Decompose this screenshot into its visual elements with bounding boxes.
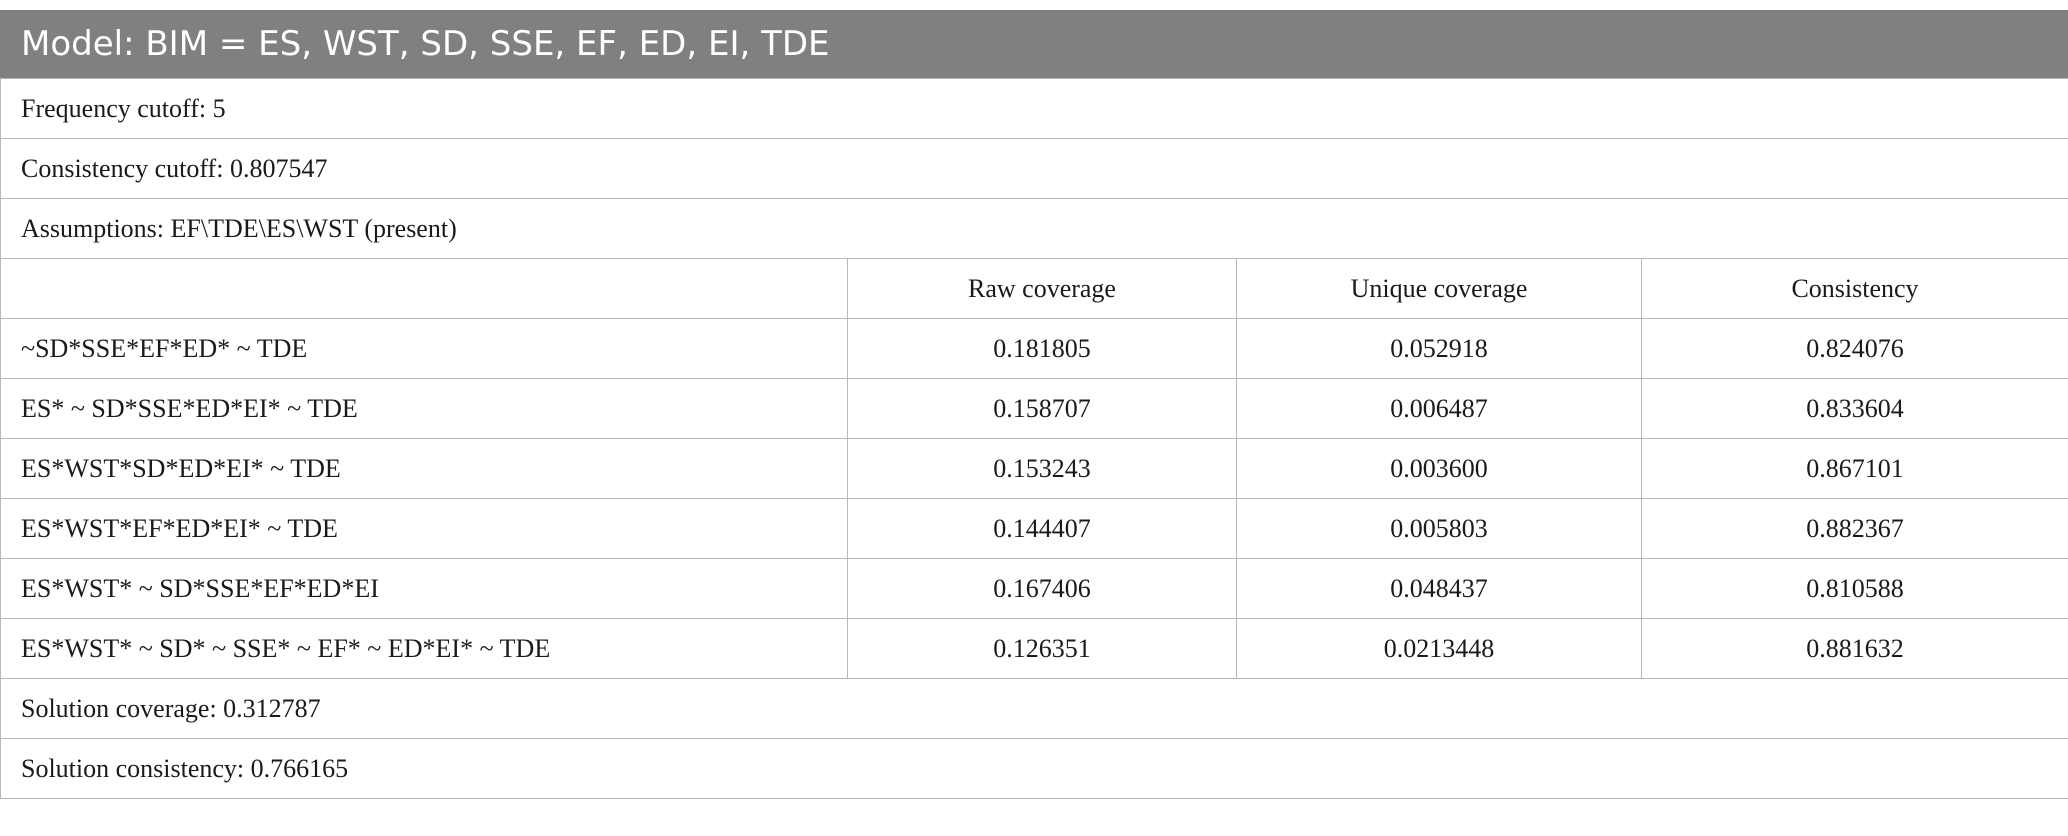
configuration-cell: ES*WST* ~ SD*SSE*EF*ED*EI	[0, 558, 848, 619]
solution-coverage-text: Solution coverage: 0.312787	[0, 678, 2068, 739]
table-row: ES*WST* ~ SD* ~ SSE* ~ EF* ~ ED*EI* ~ TD…	[0, 618, 2068, 679]
unique-coverage-cell: 0.005803	[1236, 498, 1642, 559]
table-row: ES* ~ SD*SSE*ED*EI* ~ TDE 0.158707 0.006…	[0, 378, 2068, 439]
frequency-cutoff-text: Frequency cutoff: 5	[0, 78, 2068, 139]
raw-coverage-cell: 0.167406	[847, 558, 1237, 619]
table-row: ES*WST*SD*ED*EI* ~ TDE 0.153243 0.003600…	[0, 438, 2068, 499]
raw-coverage-cell: 0.181805	[847, 318, 1237, 379]
results-table: Frequency cutoff: 5 Consistency cutoff: …	[0, 78, 2068, 799]
info-row-frequency-cutoff: Frequency cutoff: 5	[0, 78, 2068, 139]
column-header-unique-coverage: Unique coverage	[1236, 258, 1642, 319]
results-table-container: Model: BIM = ES, WST, SD, SSE, EF, ED, E…	[0, 10, 2068, 799]
unique-coverage-cell: 0.003600	[1236, 438, 1642, 499]
info-row-consistency-cutoff: Consistency cutoff: 0.807547	[0, 138, 2068, 199]
unique-coverage-cell: 0.048437	[1236, 558, 1642, 619]
column-header-row: Raw coverage Unique coverage Consistency	[0, 258, 2068, 319]
solution-consistency-text: Solution consistency: 0.766165	[0, 738, 2068, 799]
configuration-cell: ES*WST* ~ SD* ~ SSE* ~ EF* ~ ED*EI* ~ TD…	[0, 618, 848, 679]
unique-coverage-cell: 0.0213448	[1236, 618, 1642, 679]
raw-coverage-cell: 0.158707	[847, 378, 1237, 439]
footer-row-solution-coverage: Solution coverage: 0.312787	[0, 678, 2068, 739]
footer-row-solution-consistency: Solution consistency: 0.766165	[0, 738, 2068, 799]
consistency-cell: 0.833604	[1640, 378, 2068, 439]
raw-coverage-cell: 0.126351	[847, 618, 1237, 679]
configuration-cell: ~SD*SSE*EF*ED* ~ TDE	[0, 318, 848, 379]
column-header-consistency: Consistency	[1640, 258, 2068, 319]
table-row: ES*WST*EF*ED*EI* ~ TDE 0.144407 0.005803…	[0, 498, 2068, 559]
consistency-cell: 0.824076	[1640, 318, 2068, 379]
assumptions-text: Assumptions: EF\TDE\ES\WST (present)	[0, 198, 2068, 259]
info-row-assumptions: Assumptions: EF\TDE\ES\WST (present)	[0, 198, 2068, 259]
configuration-cell: ES* ~ SD*SSE*ED*EI* ~ TDE	[0, 378, 848, 439]
configuration-cell: ES*WST*EF*ED*EI* ~ TDE	[0, 498, 848, 559]
raw-coverage-cell: 0.153243	[847, 438, 1237, 499]
unique-coverage-cell: 0.052918	[1236, 318, 1642, 379]
consistency-cutoff-text: Consistency cutoff: 0.807547	[0, 138, 2068, 199]
consistency-cell: 0.810588	[1640, 558, 2068, 619]
column-header-configuration	[0, 258, 848, 319]
consistency-cell: 0.867101	[1640, 438, 2068, 499]
unique-coverage-cell: 0.006487	[1236, 378, 1642, 439]
table-row: ~SD*SSE*EF*ED* ~ TDE 0.181805 0.052918 0…	[0, 318, 2068, 379]
column-header-raw-coverage: Raw coverage	[847, 258, 1237, 319]
consistency-cell: 0.881632	[1640, 618, 2068, 679]
raw-coverage-cell: 0.144407	[847, 498, 1237, 559]
configuration-cell: ES*WST*SD*ED*EI* ~ TDE	[0, 438, 848, 499]
consistency-cell: 0.882367	[1640, 498, 2068, 559]
table-row: ES*WST* ~ SD*SSE*EF*ED*EI 0.167406 0.048…	[0, 558, 2068, 619]
table-title: Model: BIM = ES, WST, SD, SSE, EF, ED, E…	[0, 10, 2068, 78]
